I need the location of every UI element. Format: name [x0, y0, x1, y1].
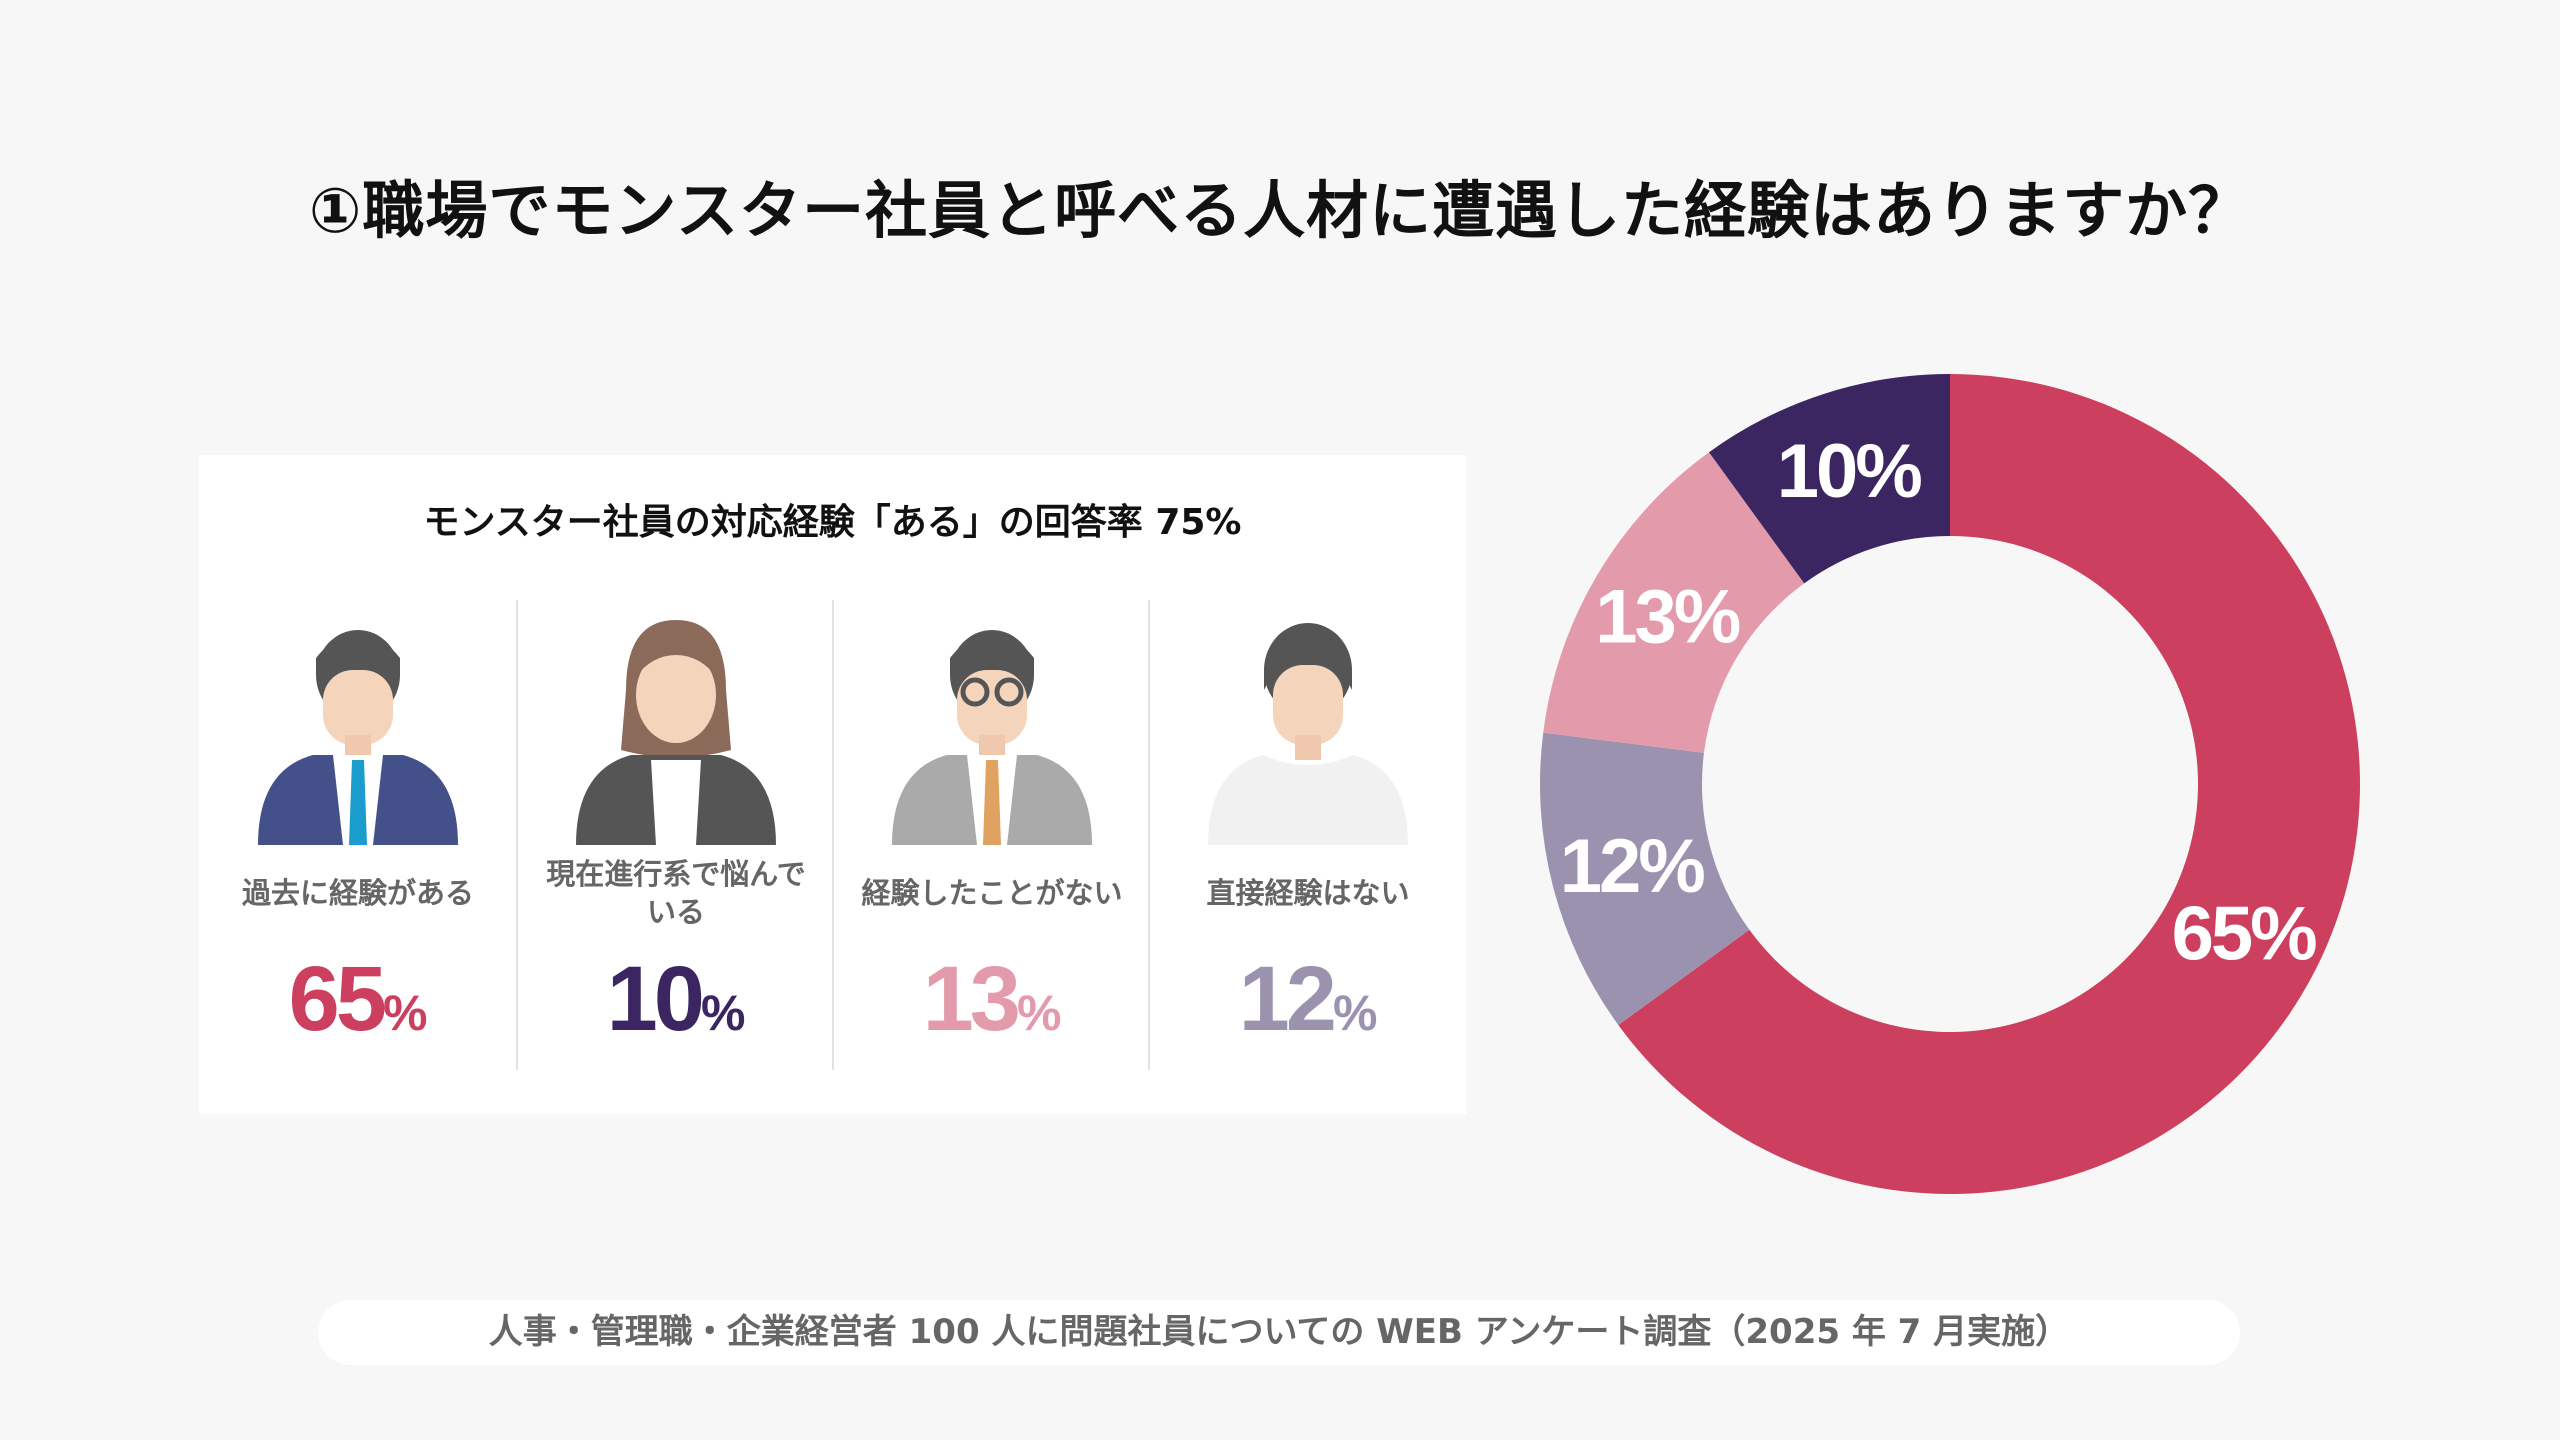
donut-slice	[1618, 374, 2360, 1194]
response-label: 直接経験はない	[1206, 876, 1410, 910]
survey-footnote: 人事・管理職・企業経営者 100 人に問題社員についての WEB アンケート調査…	[318, 1300, 2240, 1365]
percent-value: 13	[922, 948, 1021, 1050]
response-label: 現在進行系で悩んでいる	[546, 857, 806, 929]
slice-label: 65%	[2172, 891, 2317, 976]
response-label: 過去に経験がある	[241, 876, 474, 910]
businesswoman-icon	[576, 620, 776, 845]
response-label: 経験したことがない	[861, 876, 1123, 910]
donut-slice	[1540, 732, 1750, 1025]
response-percent: 13%	[834, 947, 1150, 1052]
percent-unit: %	[1332, 985, 1378, 1041]
man-glasses-grey-suit-icon	[892, 630, 1092, 845]
casual-person-icon	[1208, 623, 1408, 845]
response-column: 経験したことがない 13%	[832, 600, 1150, 1070]
percent-unit: %	[382, 985, 428, 1041]
percent-value: 10	[606, 948, 705, 1050]
donut-slice	[1543, 452, 1805, 753]
response-percent: 65%	[200, 947, 516, 1052]
percent-unit: %	[700, 985, 746, 1041]
percent-value: 65	[288, 948, 387, 1050]
businessman-navy-suit-icon	[258, 630, 458, 845]
donut-slice	[1709, 374, 1950, 584]
response-column: 直接経験はない 12%	[1148, 600, 1466, 1070]
percent-unit: %	[1016, 985, 1062, 1041]
slice-label: 12%	[1560, 824, 1705, 909]
summary-card: モンスター社員の対応経験「ある」の回答率 75% 過去に経験がある 65% 現在…	[199, 455, 1466, 1114]
card-title: モンスター社員の対応経験「ある」の回答率 75%	[423, 502, 1242, 543]
response-column: 過去に経験がある 65%	[200, 600, 516, 1070]
slice-label: 13%	[1595, 575, 1740, 660]
page-title: ①職場でモンスター社員と呼べる人材に遭遇した経験はありますか？	[308, 174, 2252, 247]
percent-value: 12	[1238, 948, 1337, 1050]
response-percent: 10%	[518, 947, 834, 1052]
slice-label: 10%	[1777, 429, 1922, 514]
donut-chart: 65% 12% 13% 10%	[1540, 374, 2360, 1194]
response-column: 現在進行系で悩んでいる 10%	[516, 600, 834, 1070]
response-percent: 12%	[1150, 947, 1466, 1052]
